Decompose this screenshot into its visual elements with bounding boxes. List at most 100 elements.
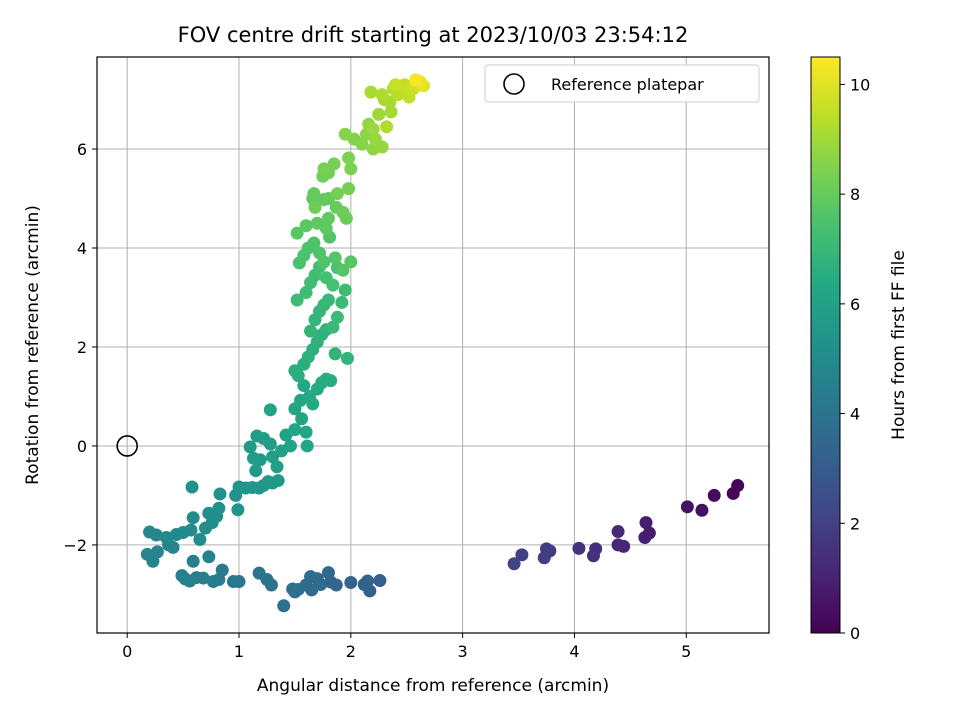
- data-point: [389, 78, 403, 92]
- y-tick-label: 6: [77, 140, 87, 159]
- colorbar-tick-label: 0: [850, 624, 860, 643]
- data-point: [263, 403, 277, 417]
- data-points: [140, 73, 745, 613]
- colorbar-tick-label: 4: [850, 405, 860, 424]
- data-point: [373, 574, 387, 588]
- legend-box: [484, 64, 760, 103]
- data-point: [271, 474, 285, 488]
- x-tick-label: 4: [569, 642, 579, 661]
- data-point: [247, 451, 261, 465]
- legend-marker-icon: [503, 73, 525, 95]
- data-point: [368, 132, 382, 146]
- data-point: [286, 582, 300, 596]
- axis-ticks: 0 1 2 3 4 5 −2 0 2 4 6: [63, 140, 691, 661]
- data-point: [304, 324, 318, 338]
- data-point: [515, 548, 529, 562]
- data-point: [306, 397, 320, 411]
- data-point: [299, 286, 313, 300]
- data-point: [317, 255, 331, 269]
- data-point: [186, 554, 200, 568]
- data-point: [290, 293, 304, 307]
- data-point: [357, 578, 371, 592]
- legend: Reference platepar: [484, 64, 760, 103]
- data-point: [639, 516, 653, 530]
- data-point: [193, 532, 207, 546]
- data-point: [342, 182, 356, 196]
- data-point: [243, 440, 257, 454]
- x-tick-label: 2: [346, 642, 356, 661]
- data-point: [295, 412, 309, 426]
- data-point: [277, 599, 291, 613]
- data-point: [299, 425, 313, 439]
- data-point: [307, 236, 321, 250]
- y-tick-label: 4: [77, 239, 87, 258]
- data-point: [375, 88, 389, 102]
- reference-marker: [116, 435, 138, 457]
- data-point: [231, 503, 245, 517]
- x-tick-label: 0: [122, 642, 132, 661]
- data-point: [344, 255, 358, 269]
- grid-lines: [97, 57, 769, 633]
- y-tick-label: 0: [77, 437, 87, 456]
- data-point: [185, 480, 199, 494]
- colorbar-tick-label: 8: [850, 185, 860, 204]
- data-point: [611, 538, 625, 552]
- data-point: [344, 576, 358, 590]
- data-point: [409, 73, 423, 87]
- colorbar-label: Hours from first FF file: [889, 250, 909, 440]
- data-point: [326, 320, 340, 334]
- data-point: [707, 488, 721, 502]
- data-point: [726, 486, 740, 500]
- x-axis-label: Angular distance from reference (arcmin): [257, 676, 609, 696]
- data-point: [184, 523, 198, 537]
- data-point: [324, 374, 338, 388]
- data-point: [364, 85, 378, 99]
- data-point: [339, 211, 353, 225]
- x-tick-label: 3: [458, 642, 468, 661]
- x-tick-label: 5: [681, 642, 691, 661]
- data-point: [321, 293, 335, 307]
- colorbar: 0 2 4 6 8 10 Hours from first FF file: [810, 56, 909, 643]
- data-point: [212, 501, 226, 515]
- data-point: [143, 525, 157, 539]
- data-point: [140, 547, 154, 561]
- data-point: [366, 122, 380, 136]
- data-point: [586, 549, 600, 563]
- data-point: [342, 151, 356, 165]
- x-tick-label: 1: [234, 642, 244, 661]
- data-point: [344, 162, 358, 176]
- data-point: [226, 575, 240, 589]
- data-point: [695, 503, 709, 517]
- data-point: [202, 550, 216, 564]
- data-point: [321, 566, 335, 580]
- data-point: [338, 127, 352, 141]
- data-point: [611, 525, 625, 539]
- chart-title: FOV centre drift starting at 2023/10/03 …: [178, 23, 689, 47]
- data-point: [380, 120, 394, 134]
- data-point: [338, 283, 352, 297]
- data-point: [299, 219, 313, 233]
- legend-entry-label: Reference platepar: [551, 75, 704, 94]
- data-point: [572, 541, 586, 555]
- data-point: [150, 545, 164, 559]
- data-point: [330, 310, 344, 324]
- data-point: [252, 566, 266, 580]
- data-point: [300, 439, 314, 453]
- colorbar-ticks: 0 2 4 6 8 10: [840, 75, 870, 643]
- colorbar-gradient: [810, 56, 841, 634]
- data-point: [326, 278, 340, 292]
- y-axis-label: Rotation from reference (arcmin): [23, 205, 43, 485]
- data-point: [263, 437, 277, 451]
- data-point: [206, 575, 220, 589]
- data-point: [328, 251, 342, 265]
- data-point: [335, 295, 349, 309]
- data-point: [327, 157, 341, 171]
- data-point: [340, 351, 354, 365]
- data-point: [159, 530, 173, 544]
- data-point: [317, 162, 331, 176]
- data-point: [336, 263, 350, 277]
- colorbar-tick-label: 2: [850, 514, 860, 533]
- y-tick-label: 2: [77, 338, 87, 357]
